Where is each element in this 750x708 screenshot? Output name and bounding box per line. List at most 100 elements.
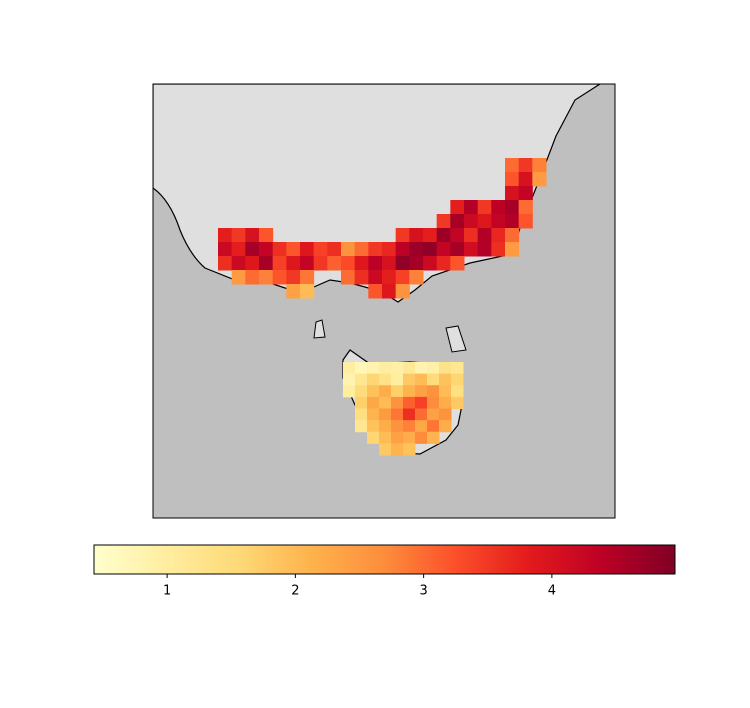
data-cell: [505, 228, 520, 243]
data-cell: [231, 242, 246, 257]
data-cell: [300, 284, 315, 299]
colorbar-tick-label: 3: [419, 584, 427, 599]
data-cell: [436, 242, 451, 257]
data-cell: [286, 256, 301, 271]
data-cell: [218, 242, 233, 257]
data-cell: [532, 172, 547, 187]
data-cell: [327, 256, 342, 271]
data-cell: [300, 256, 315, 271]
data-cell: [313, 242, 328, 257]
data-cell: [286, 242, 301, 257]
data-cell: [231, 256, 246, 271]
data-cell: [403, 408, 416, 421]
data-cell: [439, 396, 452, 409]
data-cell: [477, 242, 492, 257]
data-cell: [415, 373, 428, 386]
data-cell: [245, 256, 260, 271]
data-cell: [367, 420, 380, 433]
data-cell: [259, 256, 274, 271]
data-cell: [391, 396, 404, 409]
data-cell: [355, 408, 368, 421]
data-cell: [391, 431, 404, 444]
data-cell: [415, 396, 428, 409]
data-cell: [300, 242, 315, 257]
data-cell: [532, 158, 547, 173]
data-cell: [477, 228, 492, 243]
data-cell: [382, 284, 397, 299]
data-cell: [272, 242, 287, 257]
data-cell: [368, 242, 383, 257]
data-cell: [450, 256, 465, 271]
data-cell: [313, 256, 328, 271]
data-cell: [436, 256, 451, 271]
data-cell: [355, 396, 368, 409]
colorbar-tick-label: 1: [163, 584, 171, 599]
data-cell: [382, 242, 397, 257]
data-cell: [379, 396, 392, 409]
data-cell: [464, 200, 479, 215]
data-cell: [343, 385, 356, 398]
data-cell: [368, 256, 383, 271]
island: [313, 319, 326, 339]
data-cell: [427, 362, 440, 375]
data-cell: [395, 228, 410, 243]
data-cell: [354, 270, 369, 285]
data-cell: [391, 408, 404, 421]
data-cell: [491, 214, 506, 229]
data-cell: [355, 385, 368, 398]
data-cell: [231, 270, 246, 285]
data-cell: [403, 420, 416, 433]
data-cell: [245, 270, 260, 285]
data-cell: [427, 396, 440, 409]
data-cell: [272, 256, 287, 271]
data-cell: [423, 228, 438, 243]
data-cell: [518, 158, 533, 173]
data-cell: [379, 362, 392, 375]
island: [445, 325, 467, 353]
data-cell: [439, 385, 452, 398]
data-cell: [505, 200, 520, 215]
data-cell: [427, 408, 440, 421]
data-cell: [518, 186, 533, 201]
data-cell: [505, 242, 520, 257]
data-cell: [415, 408, 428, 421]
data-cell: [403, 431, 416, 444]
data-cell: [231, 228, 246, 243]
data-cell: [451, 362, 464, 375]
data-cell: [259, 228, 274, 243]
data-cell: [379, 408, 392, 421]
data-cell: [355, 362, 368, 375]
data-cell: [427, 385, 440, 398]
data-cell: [505, 172, 520, 187]
data-cell: [415, 385, 428, 398]
data-cell: [477, 214, 492, 229]
colorbar-tick-label: 2: [291, 584, 299, 599]
data-cell: [451, 385, 464, 398]
data-cell: [286, 284, 301, 299]
data-cell: [379, 373, 392, 386]
data-cell: [436, 228, 451, 243]
data-cell: [450, 228, 465, 243]
data-cell: [391, 373, 404, 386]
data-cell: [367, 373, 380, 386]
data-cell: [450, 200, 465, 215]
data-cell: [505, 158, 520, 173]
data-cell: [464, 242, 479, 257]
data-cell: [218, 256, 233, 271]
data-cell: [379, 385, 392, 398]
data-cell: [341, 270, 356, 285]
data-cell: [354, 256, 369, 271]
data-cell: [439, 420, 452, 433]
data-cell: [395, 242, 410, 257]
data-cells: [218, 158, 547, 456]
data-cell: [367, 385, 380, 398]
data-cell: [391, 420, 404, 433]
data-cell: [343, 373, 356, 386]
data-cell: [367, 362, 380, 375]
data-cell: [403, 385, 416, 398]
data-cell: [415, 362, 428, 375]
data-cell: [403, 373, 416, 386]
data-cell: [355, 420, 368, 433]
data-cell: [379, 443, 392, 456]
data-cell: [439, 373, 452, 386]
